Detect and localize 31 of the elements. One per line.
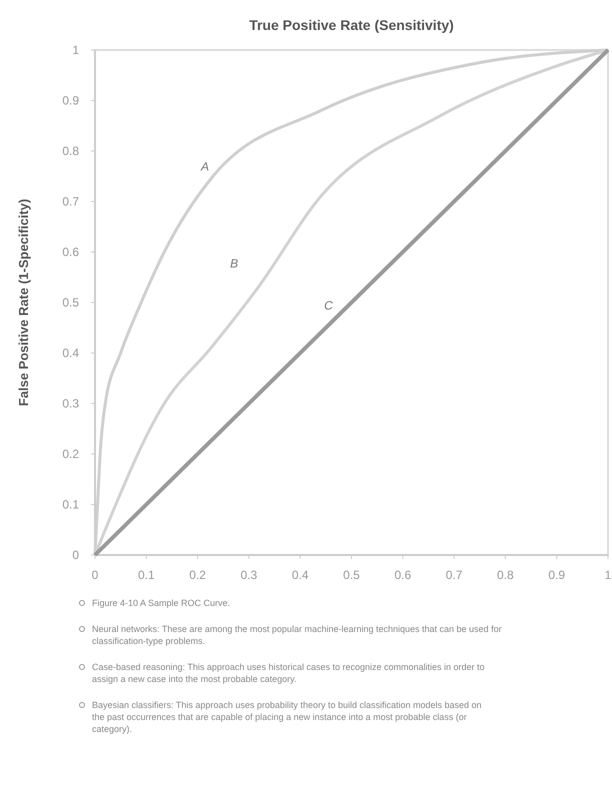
x-tick-label: 0.5 [343, 568, 360, 582]
y-tick-label: 1 [72, 43, 80, 57]
x-tick-label: 0.3 [240, 568, 258, 582]
chart-title: True Positive Rate (Sensitivity) [249, 17, 454, 33]
y-tick-label: 0.1 [62, 498, 80, 512]
y-tick-label: 0.8 [62, 144, 80, 158]
y-tick-label: 0 [72, 548, 80, 562]
y-tick-label: 0.2 [62, 447, 80, 461]
x-tick-label: 0.9 [548, 568, 566, 582]
x-tick-label: 0.4 [292, 568, 309, 582]
y-tick-label: 0.5 [62, 296, 80, 310]
x-tick-label: 0.8 [497, 568, 514, 582]
series-label: C [324, 298, 334, 313]
y-tick-label: 0.6 [62, 245, 80, 259]
y-tick-label: 0.7 [62, 194, 80, 208]
x-tick-label: 0.6 [394, 568, 412, 582]
caption: Figure 4-10 A Sample ROC Curve. [92, 598, 230, 608]
x-tick-label: 0 [92, 568, 99, 582]
text: Neural networks: These are among the most popular machine-learning techniques that can be used for classification-type problems. [92, 624, 502, 646]
text: B [230, 256, 238, 270]
y-tick-label: 0.3 [62, 396, 80, 410]
x-tick-label: 0.1 [138, 568, 155, 582]
x-tick-label: 0.2 [189, 568, 206, 582]
y-axis-title: False Positive Rate (1-Specificity) [16, 198, 31, 406]
text: Bayesian classifiers: This approach uses probability theory to build classification models based on the past occurrences that are capable of placing a new instance into a most probable class (or category). [92, 700, 482, 734]
x-tick-label: 0.7 [446, 568, 463, 582]
series-label: A [200, 159, 210, 174]
y-tick-label: 0.9 [62, 94, 80, 108]
x-tick-label: 1 [604, 568, 612, 582]
y-tick-label: 0.4 [62, 346, 80, 360]
text: Case-based reasoning: This approach uses historical cases to recognize commonalities in order to assign a new case into the most probable category. [92, 662, 485, 684]
